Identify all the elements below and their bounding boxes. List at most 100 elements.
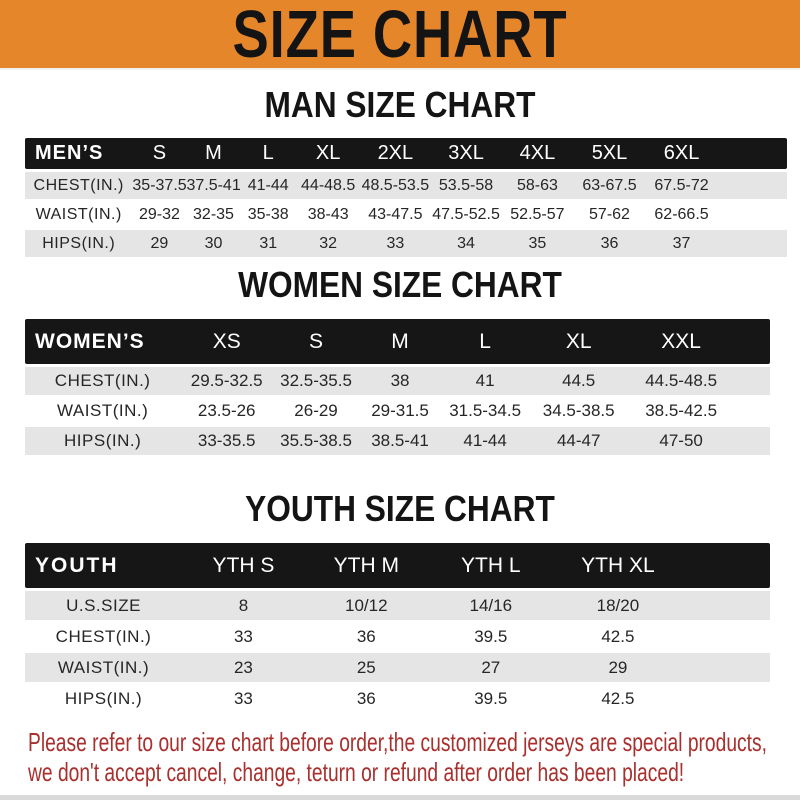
youth-table-header-row: YOUTH YTH S YTH M YTH L YTH XL: [25, 543, 770, 588]
women-hips-row: HIPS(IN.) 33-35.5 35.5-38.5 38.5-41 41-4…: [25, 427, 770, 455]
women-column-header-xs: XS: [212, 329, 241, 353]
women-section-heading: WOMEN SIZE CHART: [238, 264, 562, 305]
cell: 42.5: [601, 688, 635, 708]
cell: 42.5: [601, 626, 635, 646]
women-table-header-row: WOMEN’S XS S M L XL XXL: [25, 319, 770, 364]
cell: 57-62: [589, 205, 630, 223]
cell: 29-32: [138, 205, 180, 223]
cell: 36: [356, 626, 376, 646]
men-waist-row: WAIST(IN.) 29-32 32-35 35-38 38-43 43-47…: [25, 201, 787, 228]
women-table-title: WOMEN’S: [35, 329, 145, 353]
row-label: WAIST(IN.): [35, 205, 122, 223]
cell: 32: [319, 234, 338, 252]
cell: 44.5: [562, 371, 596, 390]
men-column-header-6xl: 6XL: [663, 142, 700, 164]
cell: 41: [475, 371, 495, 390]
cell: 34.5-38.5: [542, 401, 615, 420]
cell: 29: [150, 234, 169, 252]
row-label: U.S.SIZE: [66, 595, 141, 615]
men-size-table: MEN’S S M L XL 2XL 3XL 4XL 5XL 6XL CHEST…: [25, 138, 787, 257]
cell: 29-31.5: [371, 401, 429, 420]
women-size-table: WOMEN’S XS S M L XL XXL CHEST(IN.) 29.5-…: [25, 319, 770, 455]
cell: 27: [481, 657, 501, 677]
youth-size-table: YOUTH YTH S YTH M YTH L YTH XL U.S.SIZE …: [25, 543, 770, 713]
cell: 63-67.5: [582, 176, 637, 194]
cell: 37.5-41: [186, 176, 241, 194]
cell: 33: [386, 234, 405, 252]
men-chest-row: CHEST(IN.) 35-37.5 37.5-41 41-44 44-48.5…: [25, 172, 787, 199]
women-column-header-xxl: XXL: [661, 329, 701, 353]
cell: 38.5-42.5: [645, 401, 718, 420]
cell: 44-47: [556, 431, 601, 450]
men-hips-row: HIPS(IN.) 29 30 31 32 33 34 35 36 37: [25, 230, 787, 257]
youth-hips-row: HIPS(IN.) 33 36 39.5 42.5: [25, 684, 770, 713]
cell: 41-44: [463, 431, 507, 450]
cell: 35: [528, 234, 547, 252]
cell: 33: [233, 688, 253, 708]
men-column-header-xl: XL: [315, 142, 341, 164]
cell: 33-35.5: [197, 431, 256, 450]
row-label: CHEST(IN.): [55, 626, 152, 646]
cell: 34: [457, 234, 475, 252]
men-column-header-4xl: 4XL: [519, 142, 556, 164]
youth-table-title: YOUTH: [35, 553, 119, 577]
men-column-header-l: L: [262, 142, 274, 164]
cell: 38.5-41: [371, 431, 429, 450]
cell: 14/16: [469, 595, 513, 615]
cell: 29: [608, 657, 628, 677]
cell: 43-47.5: [368, 205, 423, 223]
cell: 30: [204, 234, 223, 252]
men-table-header-row: MEN’S S M L XL 2XL 3XL 4XL 5XL 6XL: [25, 138, 787, 169]
youth-column-header-yth-m: YTH M: [333, 553, 399, 577]
cell: 35-37.5: [132, 176, 187, 194]
youth-column-header-yth-xl: YTH XL: [581, 553, 655, 577]
banner: SIZE CHART: [0, 0, 800, 70]
cell: 36: [600, 234, 619, 252]
row-label: HIPS(IN.): [64, 688, 143, 708]
cell: 48.5-53.5: [361, 176, 430, 194]
cell: 8: [238, 595, 249, 615]
men-column-header-s: S: [152, 142, 167, 164]
cell: 44-48.5: [301, 176, 356, 194]
page-title: SIZE CHART: [232, 0, 568, 72]
cell: 37: [672, 234, 691, 252]
order-notice: Please refer to our size chart before or…: [28, 727, 800, 787]
men-table-title: MEN’S: [35, 142, 104, 164]
men-column-header-2xl: 2XL: [377, 142, 414, 164]
row-label: HIPS(IN.): [64, 431, 142, 450]
cell: 62-66.5: [654, 205, 709, 223]
cell: 31: [259, 234, 278, 252]
cell: 47.5-52.5: [432, 205, 500, 223]
cell: 33: [233, 626, 253, 646]
men-column-header-3xl: 3XL: [448, 142, 484, 164]
cell: 52.5-57: [510, 205, 565, 223]
cell: 38: [390, 371, 410, 390]
cell: 32-35: [193, 205, 234, 223]
cell: 47-50: [659, 431, 703, 450]
cell: 32.5-35.5: [280, 371, 352, 390]
youth-chest-row: CHEST(IN.) 33 36 39.5 42.5: [25, 622, 770, 651]
youth-section-heading: YOUTH SIZE CHART: [245, 488, 555, 529]
cell: 36: [356, 688, 376, 708]
row-label: HIPS(IN.): [42, 234, 116, 252]
youth-ussize-row: U.S.SIZE 8 10/12 14/16 18/20: [25, 591, 770, 620]
men-column-header-5xl: 5XL: [591, 142, 628, 164]
man-section-heading: MAN SIZE CHART: [264, 84, 536, 125]
cell: 38-43: [307, 205, 349, 223]
women-column-header-l: L: [479, 329, 491, 353]
cell: 23.5-26: [197, 401, 256, 420]
cell: 53.5-58: [438, 176, 494, 194]
youth-column-header-yth-s: YTH S: [212, 553, 275, 577]
cell: 10/12: [345, 595, 388, 615]
cell: 35-38: [247, 205, 289, 223]
cell: 39.5: [474, 688, 508, 708]
women-column-header-s: S: [309, 329, 324, 353]
women-chest-row: CHEST(IN.) 29.5-32.5 32.5-35.5 38 41 44.…: [25, 367, 770, 395]
cell: 67.5-72: [654, 176, 709, 194]
cell: 25: [356, 657, 376, 677]
cell: 18/20: [596, 595, 640, 615]
cell: 26-29: [294, 401, 338, 420]
cell: 35.5-38.5: [280, 431, 352, 450]
row-label: WAIST(IN.): [57, 401, 149, 420]
